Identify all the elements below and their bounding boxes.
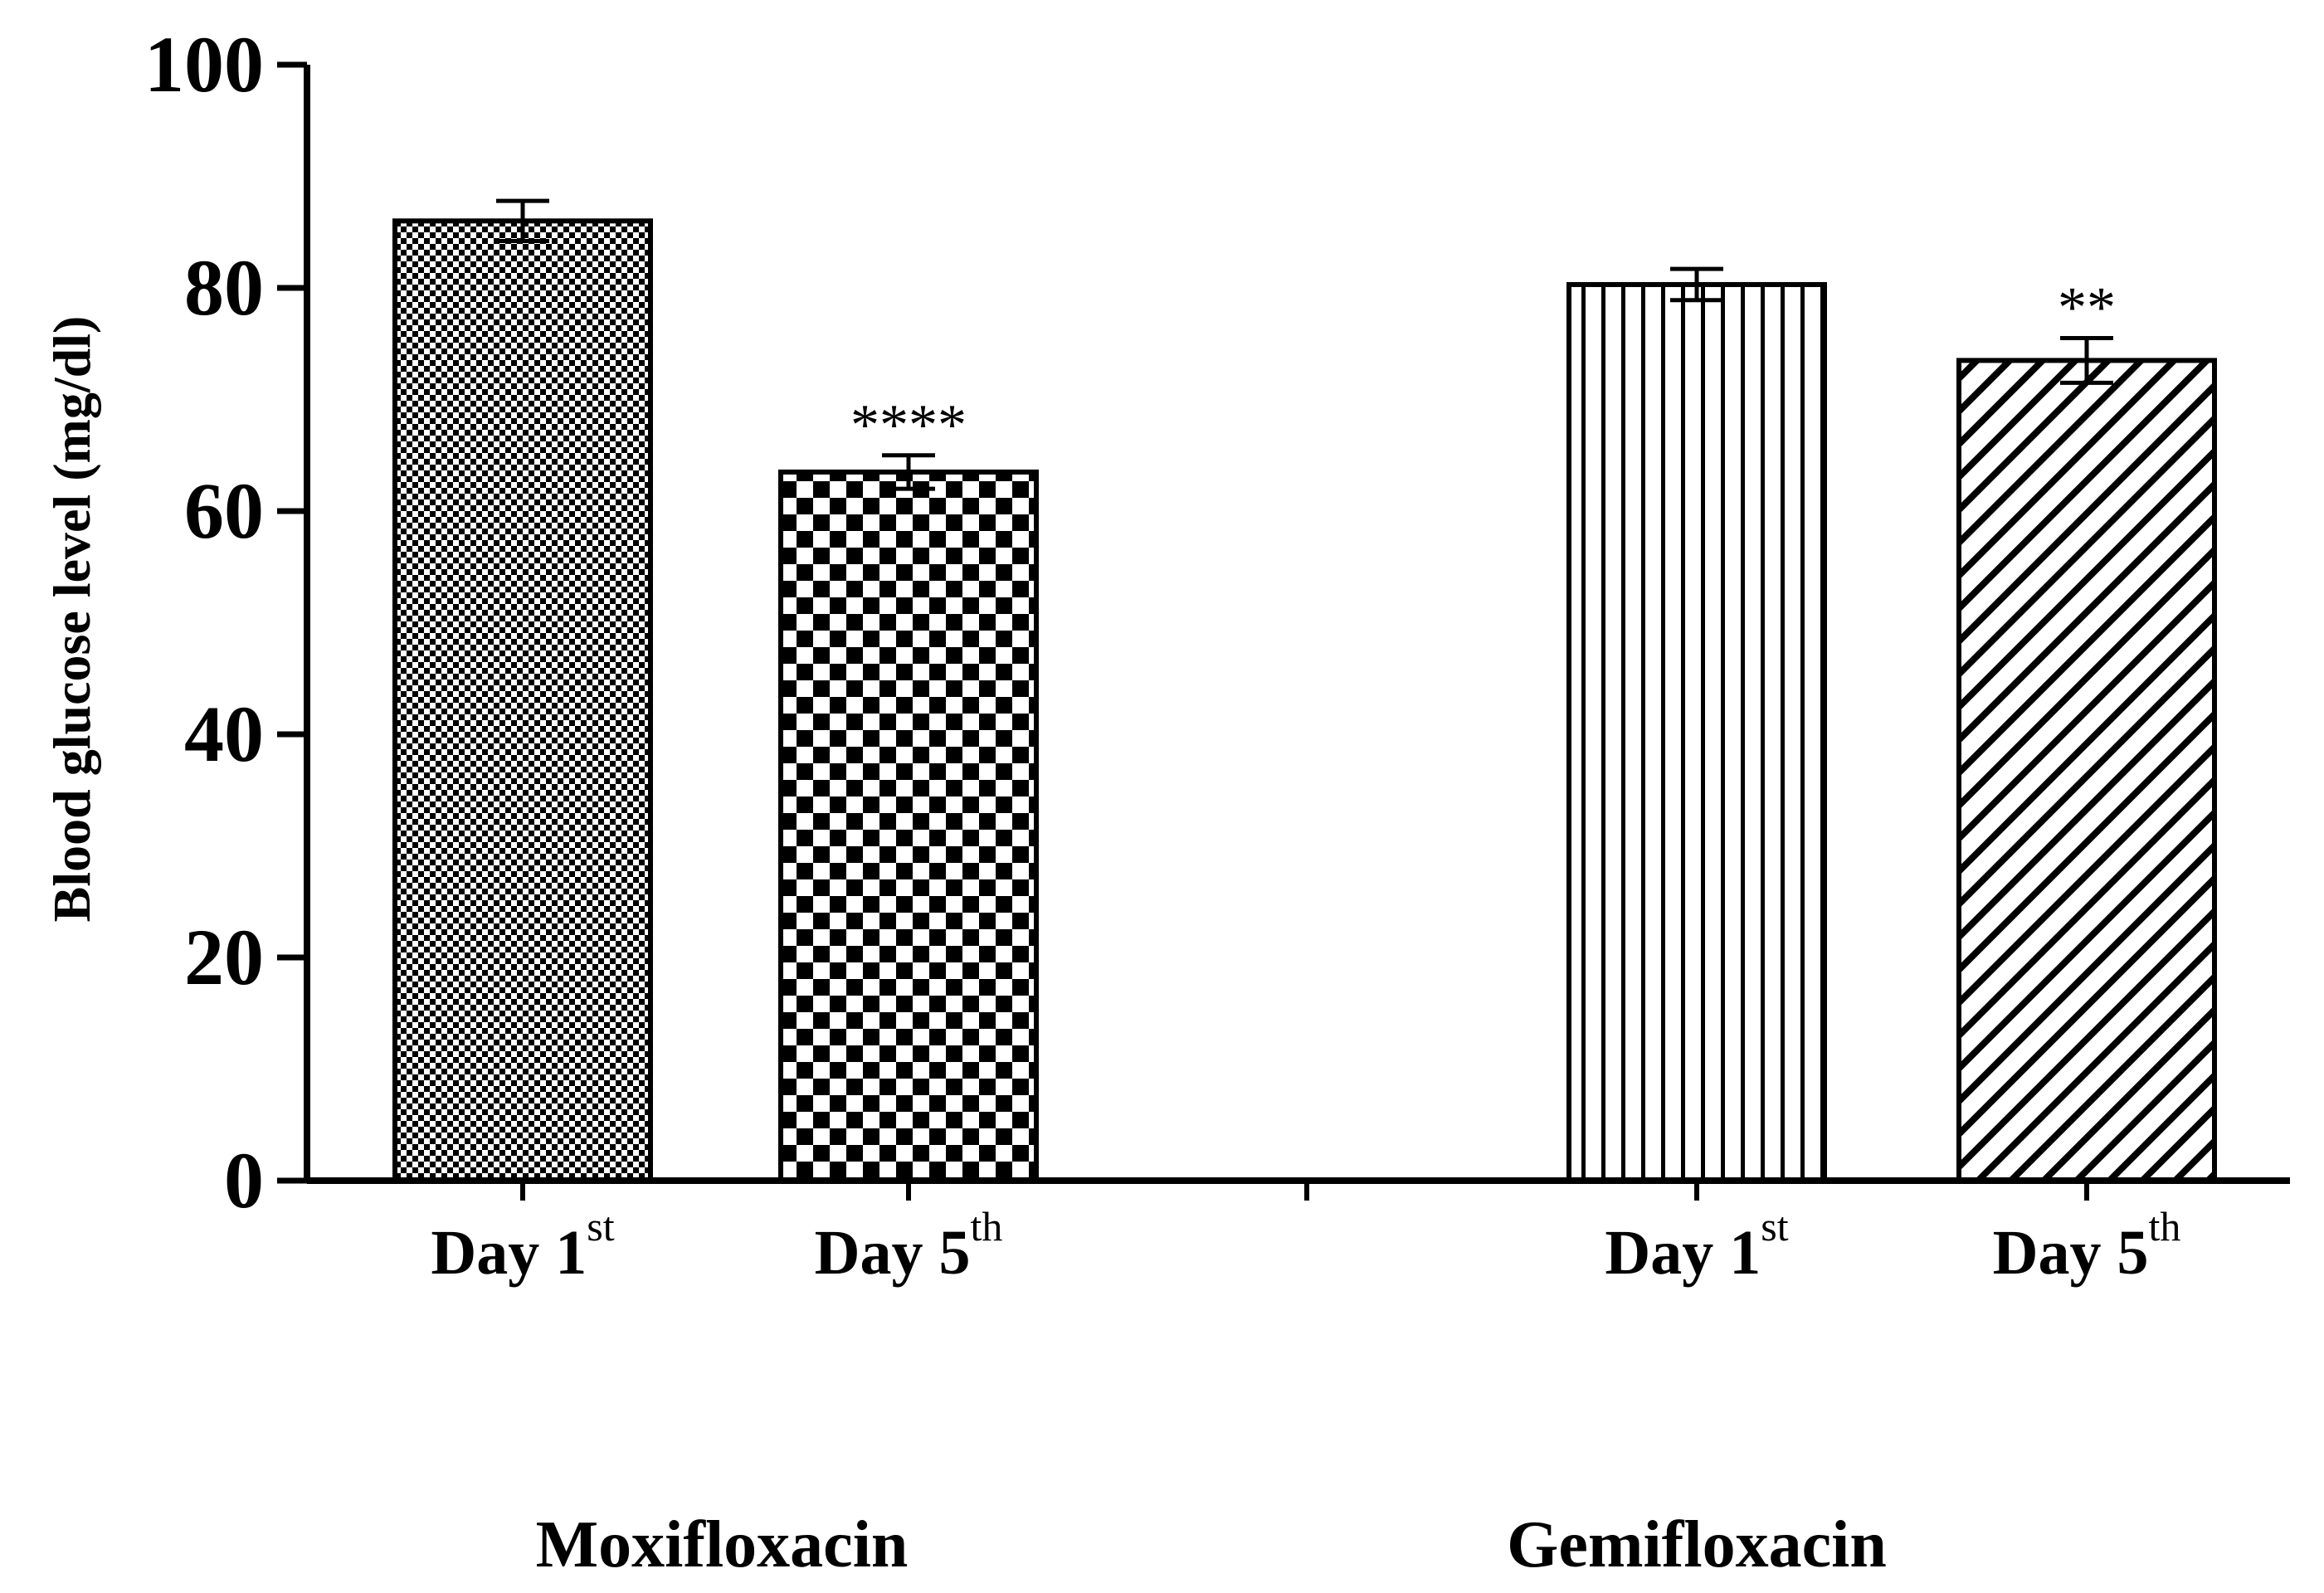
labels-layer: Day 1st **** Day 5th Day 1st ** Day 5th Moxifl… <box>144 20 2180 1581</box>
bars-layer <box>392 198 2217 1184</box>
y-tick-label-80: 80 <box>184 243 264 332</box>
group-label-2: Gemifloxacin <box>1507 1508 1887 1581</box>
y-tick-label-60: 60 <box>184 466 264 555</box>
category-label-3: Day 1st <box>1605 1203 1788 1288</box>
bar-3 <box>1566 281 1827 1184</box>
bar-1 <box>392 218 653 1183</box>
category-label-4: Day 5th <box>1993 1203 2181 1288</box>
bar-2 <box>778 469 1039 1183</box>
group-label-1: Moxifloxacin <box>536 1508 909 1581</box>
y-tick-label-20: 20 <box>184 913 264 1001</box>
axes-layer <box>277 61 2290 1201</box>
significance-marker-2: **** <box>850 393 967 457</box>
category-label-2: Day 5th <box>815 1203 1003 1288</box>
significance-marker-4: ** <box>2058 276 2116 340</box>
y-tick-label-100: 100 <box>144 20 264 109</box>
y-tick-label-0: 0 <box>224 1136 264 1225</box>
bar-4 <box>1956 358 2217 1183</box>
y-axis-label: Blood glucose level (mg/dl) <box>42 316 101 923</box>
y-tick-label-40: 40 <box>184 689 264 778</box>
category-label-1: Day 1st <box>431 1203 614 1288</box>
